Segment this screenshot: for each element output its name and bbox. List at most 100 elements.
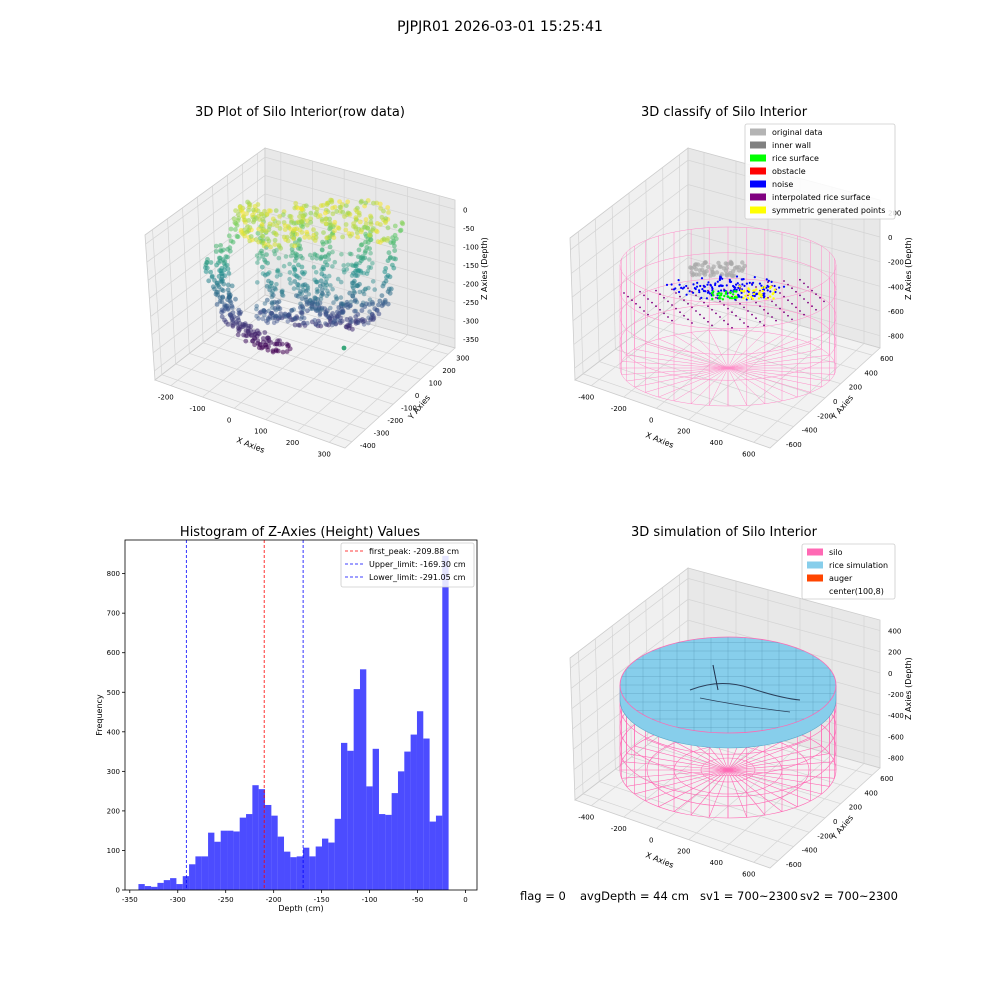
silo-spoke [727, 769, 835, 779]
y-tick-label: 100 [429, 379, 442, 387]
scatter-point [324, 322, 329, 327]
scatter-point [385, 301, 391, 307]
silo-spoke [645, 367, 729, 393]
histogram-y-label: Frequency [95, 694, 104, 736]
x-tick-label: 400 [710, 859, 723, 867]
noise-point [692, 283, 695, 286]
interpolated-point [795, 290, 797, 293]
scatter-point [301, 307, 306, 312]
legend-label: interpolated rice surface [772, 193, 870, 202]
noise-point [762, 296, 766, 299]
y-tick-label: -600 [786, 441, 802, 449]
scatter-point [341, 267, 347, 273]
scatter-point [293, 251, 298, 256]
scatter-point [279, 289, 285, 295]
classify-plot-floor-pane [574, 293, 881, 449]
interpolated-point [763, 324, 765, 327]
legend-label: auger [829, 574, 853, 583]
scatter-point [392, 223, 398, 229]
x-tick-label: 0 [649, 416, 653, 424]
interpolated-point [687, 287, 689, 290]
scatter-point [366, 320, 371, 326]
inner-wall-point [736, 265, 742, 270]
scatter-point [270, 316, 276, 321]
scatter-point [225, 254, 230, 260]
scatter-point [243, 328, 249, 334]
grid-line [265, 325, 377, 420]
histogram-bar [442, 555, 449, 890]
inner-wall-point [703, 260, 708, 265]
scatter-point [295, 282, 300, 287]
grid-line [582, 373, 778, 442]
scatter-point [278, 311, 284, 316]
scatter-point [299, 291, 305, 297]
histogram-bar [296, 856, 304, 890]
silo-spoke [727, 334, 783, 369]
scatter-point [374, 308, 380, 313]
scatter-point [289, 220, 294, 225]
scatter-point [214, 302, 220, 307]
z-tick-label: -50 [463, 225, 474, 233]
noise-point [774, 290, 777, 294]
interpolated-point [787, 299, 789, 302]
noise-point [707, 290, 710, 294]
scatter-point [294, 231, 300, 237]
grid-line [582, 793, 778, 862]
noise-point [716, 280, 719, 283]
scatter-point [310, 255, 315, 261]
inner-wall-point [708, 273, 713, 278]
scatter-point [399, 220, 405, 226]
scatter-point [355, 312, 361, 317]
noise-point [782, 285, 786, 288]
grid-line [244, 310, 435, 368]
rice-surface-point [720, 292, 723, 295]
grid-line [645, 180, 648, 325]
grid-line [203, 342, 394, 405]
scatter-point [246, 218, 252, 223]
scatter-point [233, 208, 239, 214]
scatter-point [292, 279, 298, 284]
interpolated-point [695, 310, 697, 312]
scatter-point [312, 317, 318, 323]
scatter-point [314, 256, 320, 261]
scatter-point [309, 304, 315, 310]
interpolated-point [711, 308, 713, 311]
silo-spoke [634, 367, 729, 388]
silo-spoke [727, 338, 798, 369]
scatter-point [319, 271, 325, 277]
scatter-point [280, 288, 285, 294]
silo-spoke [727, 761, 835, 771]
inner-wall-point [704, 269, 709, 274]
scatter-point [324, 276, 329, 282]
interpolated-point [671, 288, 673, 291]
interpolated-point [747, 310, 749, 312]
scatter-point [269, 294, 275, 300]
scatter-point [354, 299, 360, 305]
silo-spoke [727, 343, 811, 369]
interpolated-point [763, 308, 765, 311]
inner-wall-point [709, 267, 714, 272]
y-tick-label: 400 [864, 789, 877, 797]
histogram-bar [170, 878, 177, 890]
scatter-point [291, 316, 297, 322]
histogram-bar [322, 838, 329, 890]
scatter-point [265, 316, 271, 321]
scatter-point [350, 293, 356, 299]
interpolated-point [811, 305, 813, 308]
scatter-point [318, 203, 324, 209]
legend-label: obstacle [772, 167, 806, 176]
scatter-point [314, 280, 320, 285]
noise-point [678, 283, 681, 286]
scatter-point [231, 318, 236, 323]
y-tick-label: -600 [786, 861, 802, 869]
scatter-point [254, 253, 260, 258]
histogram-bar [227, 830, 234, 890]
z-tick-label: -100 [463, 243, 479, 251]
scatter-point [328, 313, 334, 319]
interpolated-point [727, 307, 729, 310]
scatter-point [225, 307, 231, 312]
scatter-point [301, 287, 306, 293]
scatter-point [306, 235, 312, 240]
legend-label: first_peak: -209.88 cm [369, 547, 459, 556]
interpolated-point [779, 292, 781, 294]
